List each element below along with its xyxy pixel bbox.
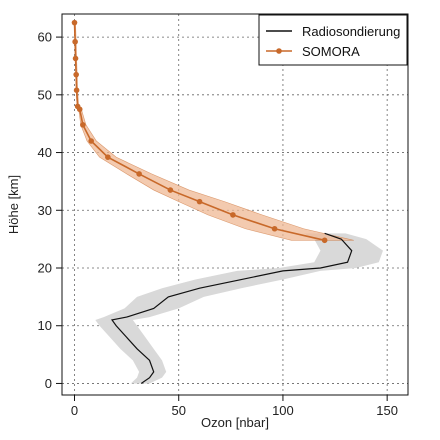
somora-point (136, 171, 142, 177)
band-radiosondierung (95, 233, 383, 384)
x-axis-label: Ozon [nbar] (201, 415, 269, 430)
line-somora (73, 22, 325, 242)
y-tick-label: 10 (38, 318, 52, 333)
y-tick-label: 20 (38, 261, 52, 276)
somora-point (72, 38, 78, 45)
legend-label-radiosondierung: Radiosondierung (302, 24, 400, 39)
y-axis-ticks: 0 10 20 30 40 50 60 (38, 30, 62, 391)
y-tick-label: 60 (38, 30, 52, 45)
grid-lines (62, 14, 408, 395)
x-tick-label: 0 (71, 403, 78, 418)
legend-box (258, 14, 408, 66)
somora-point (73, 71, 79, 78)
y-tick-label: 0 (45, 376, 52, 391)
y-axis-label: Höhe [km] (6, 175, 21, 234)
somora-point (167, 187, 174, 193)
somora-point (88, 138, 94, 144)
somora-point (71, 19, 78, 26)
y-tick-label: 50 (38, 87, 52, 102)
somora-point (76, 106, 83, 113)
x-tick-label: 50 (171, 403, 185, 418)
somora-point (321, 237, 328, 244)
legend-label-somora: SOMORA (302, 44, 360, 59)
somora-point (73, 87, 80, 93)
y-tick-label: 40 (38, 145, 52, 160)
somora-point (72, 55, 79, 62)
somora-point (80, 122, 86, 128)
x-tick-label: 100 (272, 403, 294, 418)
legend: Radiosondierung SOMORA (258, 14, 408, 66)
x-axis-ticks: 0 50 100 150 (71, 395, 398, 418)
plot-frame (61, 13, 409, 396)
somora-point (105, 154, 111, 160)
series-points (71, 19, 328, 244)
legend-marker-somora (276, 48, 282, 54)
x-tick-label: 150 (376, 403, 398, 418)
line-radiosondierung (110, 232, 353, 384)
somora-point (230, 212, 236, 218)
y-tick-label: 30 (38, 203, 52, 218)
uncertainty-bands (74, 22, 383, 384)
somora-point (196, 198, 203, 205)
somora-point (271, 225, 278, 232)
series-lines (73, 22, 353, 384)
